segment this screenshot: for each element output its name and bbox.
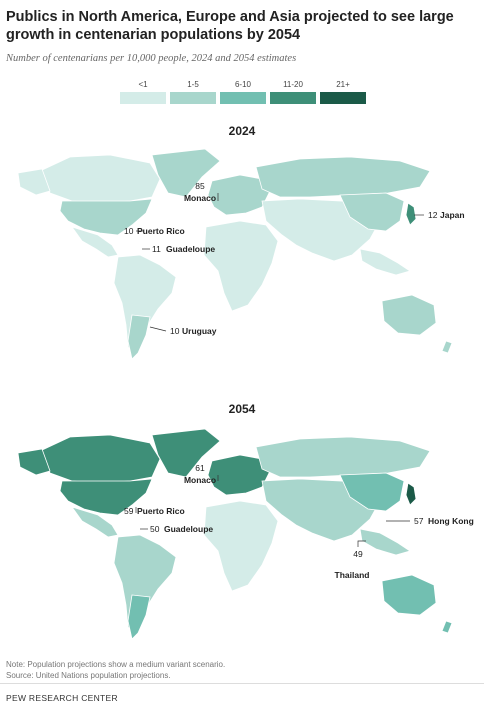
place-label-monaco: Monaco — [184, 475, 216, 485]
region-southeast-asia — [359, 528, 411, 556]
region-japan — [405, 482, 417, 506]
chart-title: Publics in North America, Europe and Asi… — [6, 9, 454, 43]
region-usa — [59, 198, 153, 236]
region-southeast-asia — [359, 248, 411, 276]
legend-label: 11-20 — [283, 80, 303, 89]
map-2024-year: 2024 — [228, 124, 256, 138]
region-russia — [255, 436, 431, 478]
place-label-thailand: Thailand — [335, 570, 370, 580]
region-russia — [255, 156, 431, 198]
place-label-monaco: Monaco — [184, 193, 216, 203]
region-southern-cone — [127, 594, 151, 640]
place-label-puerto-rico: Puerto Rico — [137, 226, 185, 236]
value-label-japan: 12 — [428, 210, 438, 220]
value-label-monaco: 85 — [195, 181, 205, 191]
legend-item: 21+ — [320, 80, 366, 104]
region-alaska — [17, 168, 51, 196]
map-regions — [17, 148, 453, 360]
place-label-japan: Japan — [440, 210, 465, 220]
legend-item: 1-5 — [170, 80, 216, 104]
source-text: Source: United Nations population projec… — [6, 671, 171, 680]
place-label-uruguay: Uruguay — [182, 326, 217, 336]
region-southern-cone — [127, 314, 151, 360]
value-label-thailand: 49 — [353, 549, 363, 559]
region-europe — [207, 454, 271, 496]
value-label-puerto-rico: 10 — [124, 226, 134, 236]
legend-swatch — [220, 92, 266, 104]
credit-text: PEW RESEARCH CENTER — [6, 693, 118, 703]
map-2054-year: 2054 — [228, 402, 256, 416]
region-africa — [203, 500, 279, 592]
legend-swatch — [320, 92, 366, 104]
legend-swatch — [270, 92, 316, 104]
value-label-puerto-rico: 59 — [124, 506, 134, 516]
world-map-2054: 61 Monaco 59 Puerto Rico 50 Guadeloupe 5… — [17, 428, 474, 640]
region-mexico-central-america — [70, 506, 119, 538]
region-east-asia — [339, 472, 405, 512]
region-south-america — [113, 254, 177, 354]
map-regions — [17, 428, 453, 640]
region-usa — [59, 478, 153, 516]
value-label-uruguay: 10 — [170, 326, 180, 336]
legend-label: <1 — [138, 80, 148, 89]
region-australia — [381, 574, 437, 616]
chart-subtitle: Number of centenarians per 10,000 people… — [6, 53, 297, 64]
region-alaska — [17, 448, 51, 476]
region-europe — [207, 174, 271, 216]
legend-item: 11-20 — [270, 80, 316, 104]
region-east-asia — [339, 192, 405, 232]
region-africa — [203, 220, 279, 312]
footer-divider — [0, 683, 484, 684]
region-south-america — [113, 534, 177, 634]
value-label-guadeloupe: 11 — [152, 244, 161, 254]
legend: <1 1-5 6-10 11-20 21+ — [120, 80, 366, 104]
place-label-puerto-rico: Puerto Rico — [137, 506, 185, 516]
map-annotations: 61 Monaco 59 Puerto Rico 50 Guadeloupe 5… — [124, 463, 474, 580]
region-mexico-central-america — [70, 226, 119, 258]
place-label-guadeloupe: Guadeloupe — [164, 524, 213, 534]
legend-label: 6-10 — [234, 80, 251, 89]
legend-label: 1-5 — [187, 80, 199, 89]
leader-line — [357, 540, 366, 547]
region-new-zealand — [441, 620, 453, 634]
value-label-guadeloupe: 50 — [150, 524, 160, 534]
region-japan — [405, 202, 417, 226]
region-canada — [39, 154, 161, 204]
legend-label: 21+ — [336, 80, 350, 89]
legend-swatch — [170, 92, 216, 104]
region-canada — [39, 434, 161, 484]
leader-line — [149, 326, 167, 332]
map-annotations: 85 Monaco 10 Puerto Rico 11 Guadeloupe 1… — [124, 181, 465, 336]
value-label-hong-kong: 57 — [414, 516, 424, 526]
world-map-2024: 85 Monaco 10 Puerto Rico 11 Guadeloupe 1… — [17, 148, 465, 360]
legend-swatch — [120, 92, 166, 104]
region-australia — [381, 294, 437, 336]
value-label-monaco: 61 — [195, 463, 205, 473]
legend-item: 6-10 — [220, 80, 266, 104]
region-new-zealand — [441, 340, 453, 354]
place-label-guadeloupe: Guadeloupe — [166, 244, 215, 254]
place-label-hong-kong: Hong Kong — [428, 516, 474, 526]
legend-item: <1 — [120, 80, 166, 104]
note-text: Note: Population projections show a medi… — [6, 660, 226, 669]
